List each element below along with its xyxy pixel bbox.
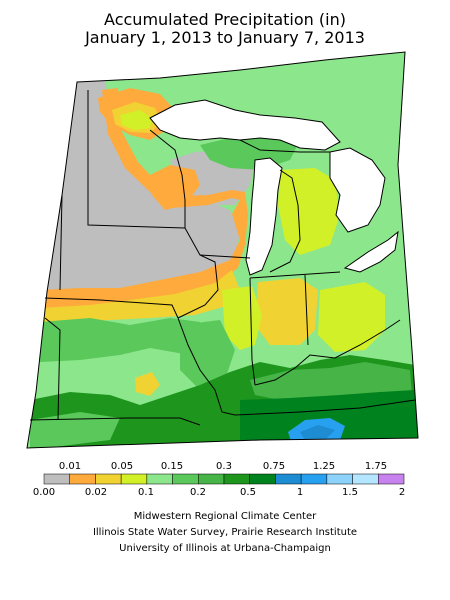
color-legend [43, 473, 405, 485]
fill-blue-core [300, 425, 335, 440]
map-title: Accumulated Precipitation (in) [104, 10, 346, 29]
fill-light-mi [278, 168, 340, 255]
fill-trace-wi [150, 165, 200, 210]
credit-line: Midwestern Regional Climate Center [133, 511, 317, 522]
legend-bottom-label: 1 [296, 487, 304, 498]
fill-medium-il [180, 320, 235, 390]
legend-bottom-label: 0.00 [32, 487, 56, 498]
fill-low-in [255, 278, 318, 345]
state-boundaries [29, 90, 416, 426]
fill-medium-ne [200, 132, 300, 170]
legend-swatch [172, 473, 199, 485]
legend-top-label: 1.75 [364, 461, 388, 472]
map-subtitle: January 1, 2013 to January 7, 2013 [85, 28, 365, 47]
legend-top-label: 0.01 [58, 461, 82, 472]
legend-swatch [146, 473, 173, 485]
lake-michigan [245, 157, 283, 276]
legend-swatch [378, 473, 405, 485]
fill-light-oh [318, 282, 385, 352]
fill-trace-band [40, 88, 248, 310]
legend-top-label: 0.15 [160, 461, 184, 472]
fill-light-il [222, 286, 262, 350]
fill-low-mo [135, 372, 160, 396]
fill-medium-west [40, 318, 210, 362]
credit-line: University of Illinois at Urbana-Champai… [119, 543, 331, 554]
legend-swatch [249, 473, 276, 485]
legend-bottom-label: 0.02 [84, 487, 108, 498]
credit-line: Illinois State Water Survey, Prairie Res… [92, 527, 358, 538]
legend-swatch [223, 473, 250, 485]
legend-swatch [95, 473, 122, 485]
legend-top-label: 0.05 [110, 461, 134, 472]
legend-swatch [120, 473, 148, 485]
legend-bottom-label: 0.1 [138, 487, 154, 498]
fill-medium-sw [30, 412, 120, 448]
great-lakes [149, 99, 399, 276]
fill-heavy-mid [250, 362, 412, 400]
legend-bottom-label: 1.5 [342, 487, 358, 498]
legend-bottom-label: 0.2 [190, 487, 206, 498]
legend-top-label: 0.3 [216, 461, 232, 472]
fill-light-north [120, 110, 152, 130]
legend-bottom-label: 0.5 [240, 487, 256, 498]
legend-swatch [352, 473, 379, 485]
legend-swatch [198, 473, 225, 485]
lake-superior [149, 99, 341, 151]
legend-swatch [326, 473, 353, 485]
legend-swatch [300, 473, 328, 485]
region-outline [26, 51, 419, 449]
legend-swatch [275, 473, 302, 485]
legend-top-label: 0.75 [262, 461, 286, 472]
fill-low-band [40, 270, 240, 324]
legend-bottom-label: 2 [398, 487, 406, 498]
legend-swatch [43, 473, 70, 485]
legend-swatch [69, 473, 96, 485]
lake-erie [343, 230, 399, 273]
legend-top-label: 1.25 [312, 461, 336, 472]
fill-none-west [30, 70, 240, 292]
lake-huron [329, 147, 386, 233]
